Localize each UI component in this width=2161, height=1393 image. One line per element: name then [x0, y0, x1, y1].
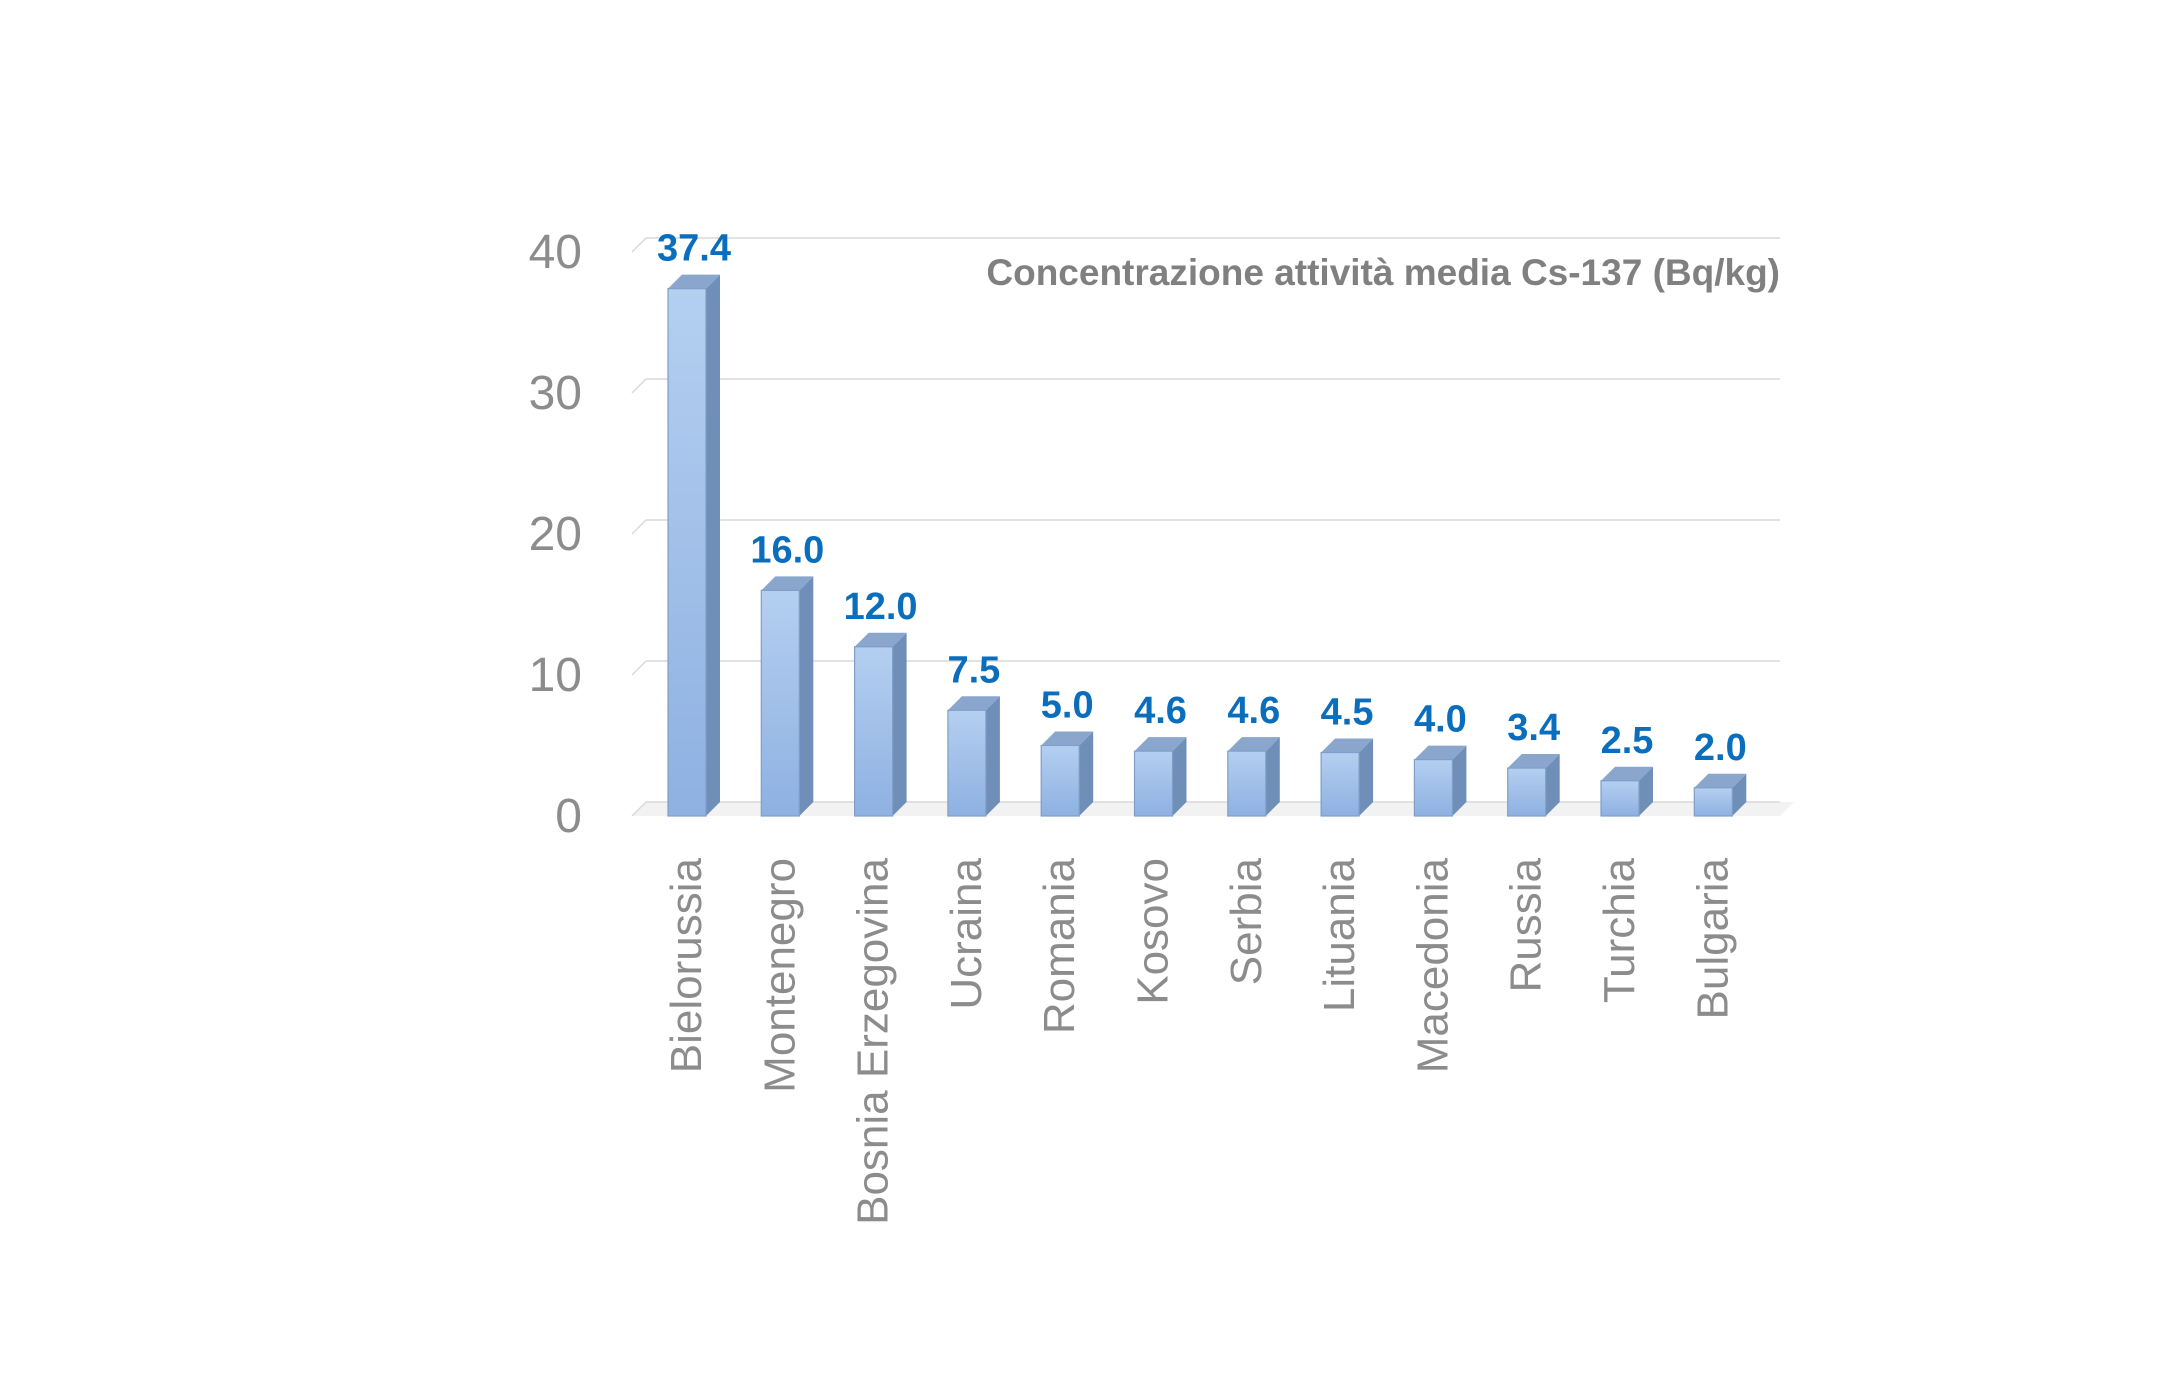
- bar-side: [1265, 737, 1280, 816]
- y-tick-label: 40: [529, 226, 582, 279]
- bar: [667, 274, 720, 817]
- y-tick-label: 20: [529, 508, 582, 561]
- bar: [1507, 754, 1560, 817]
- x-tick-label: Bulgaria: [1688, 857, 1737, 1019]
- data-labels: 37.4 16.0 12.0 7.5 5.0 4.6 4.6 4.5 4.0 3.4 2.5 2.0: [657, 228, 1747, 769]
- bar-top: [668, 274, 720, 289]
- x-tick-label: Montenegro: [755, 858, 804, 1093]
- bar: [1227, 737, 1280, 817]
- x-tick-label: Bielorussia: [662, 857, 711, 1073]
- data-label: 4.5: [1321, 692, 1374, 734]
- bar-side: [1545, 754, 1560, 816]
- x-tick-label: Turchia: [1595, 857, 1644, 1003]
- x-tick-label: Lituania: [1315, 857, 1364, 1012]
- bar-side: [706, 274, 720, 816]
- gridline-edge: [631, 519, 647, 535]
- bar-side: [1359, 738, 1374, 816]
- data-label: 4.6: [1134, 690, 1187, 732]
- bar-top: [1601, 766, 1653, 781]
- bar-top: [1694, 773, 1747, 788]
- bar: [1320, 738, 1374, 817]
- data-label: 5.0: [1041, 685, 1094, 727]
- bar-side: [799, 576, 814, 816]
- x-tick-label: Serbia: [1222, 857, 1271, 985]
- bar-side: [1732, 773, 1747, 816]
- gridlines: [631, 237, 1780, 817]
- bar-front: [853, 646, 894, 817]
- bar-front: [1133, 750, 1174, 817]
- y-tick-label: 0: [555, 790, 582, 843]
- bar-top: [1321, 738, 1374, 753]
- bar-top: [1414, 745, 1467, 760]
- bar: [1600, 766, 1653, 817]
- bar: [1413, 745, 1467, 817]
- data-label: 3.4: [1507, 707, 1560, 749]
- y-axis: 0 10 20 30 40: [529, 226, 582, 843]
- bar-front: [1413, 758, 1454, 817]
- y-tick-label: 10: [529, 649, 582, 702]
- bar-side: [892, 632, 907, 816]
- bar-top: [1507, 754, 1560, 769]
- bar-front: [947, 709, 987, 817]
- bar-side: [1172, 737, 1187, 816]
- gridline-edge: [631, 378, 647, 394]
- bar-side: [1639, 766, 1653, 816]
- data-label: 4.6: [1227, 690, 1280, 732]
- bar: [1040, 731, 1094, 817]
- x-tick-label: Macedonia: [1408, 857, 1457, 1073]
- bar-front: [1227, 750, 1267, 817]
- data-label: 2.0: [1694, 727, 1747, 769]
- bar-front: [1600, 780, 1640, 817]
- data-label: 2.5: [1601, 720, 1654, 762]
- bar-front: [1507, 767, 1547, 817]
- bar: [1693, 773, 1747, 817]
- data-label: 4.0: [1414, 699, 1467, 741]
- y-tick-label: 30: [529, 367, 582, 420]
- floor-plane: [632, 802, 1794, 816]
- chart-title: Concentrazione attività media Cs-137 (Bq…: [986, 252, 1780, 293]
- gridline-edge: [631, 801, 647, 817]
- bars: [667, 274, 1747, 817]
- bar-front: [1040, 744, 1080, 817]
- bar-top: [947, 696, 1000, 711]
- data-label: 16.0: [750, 529, 824, 571]
- data-label: 7.5: [947, 649, 1000, 691]
- bar-front: [667, 288, 707, 817]
- bar-top: [761, 576, 814, 591]
- bar: [760, 576, 814, 817]
- gridline-edge: [631, 660, 647, 676]
- x-tick-label: Romania: [1035, 857, 1084, 1034]
- bar-top: [1041, 731, 1094, 746]
- x-tick-label: Kosovo: [1129, 858, 1178, 1005]
- bar: [853, 632, 907, 817]
- bar: [1133, 737, 1187, 817]
- bar-side: [1079, 731, 1094, 816]
- bar: [947, 696, 1000, 817]
- bar-top: [1134, 737, 1187, 752]
- data-label: 12.0: [844, 586, 918, 628]
- x-tick-label: Ucraina: [942, 857, 991, 1009]
- bar-front: [1320, 751, 1360, 817]
- bar-side: [1452, 745, 1467, 816]
- gridline-edge: [631, 237, 647, 253]
- bar-side: [985, 696, 1000, 816]
- bar-front: [760, 589, 800, 817]
- x-tick-label: Russia: [1502, 857, 1551, 992]
- x-tick-label: Bosnia Erzegovina: [849, 857, 898, 1224]
- bar-front: [1693, 787, 1733, 817]
- bar-top: [1227, 737, 1280, 752]
- data-label: 37.4: [657, 228, 731, 270]
- bar-top: [854, 632, 907, 647]
- x-axis: Bielorussia Montenegro Bosnia Erzegovina Uc…: [662, 857, 1737, 1224]
- chart-floor: [632, 802, 1794, 816]
